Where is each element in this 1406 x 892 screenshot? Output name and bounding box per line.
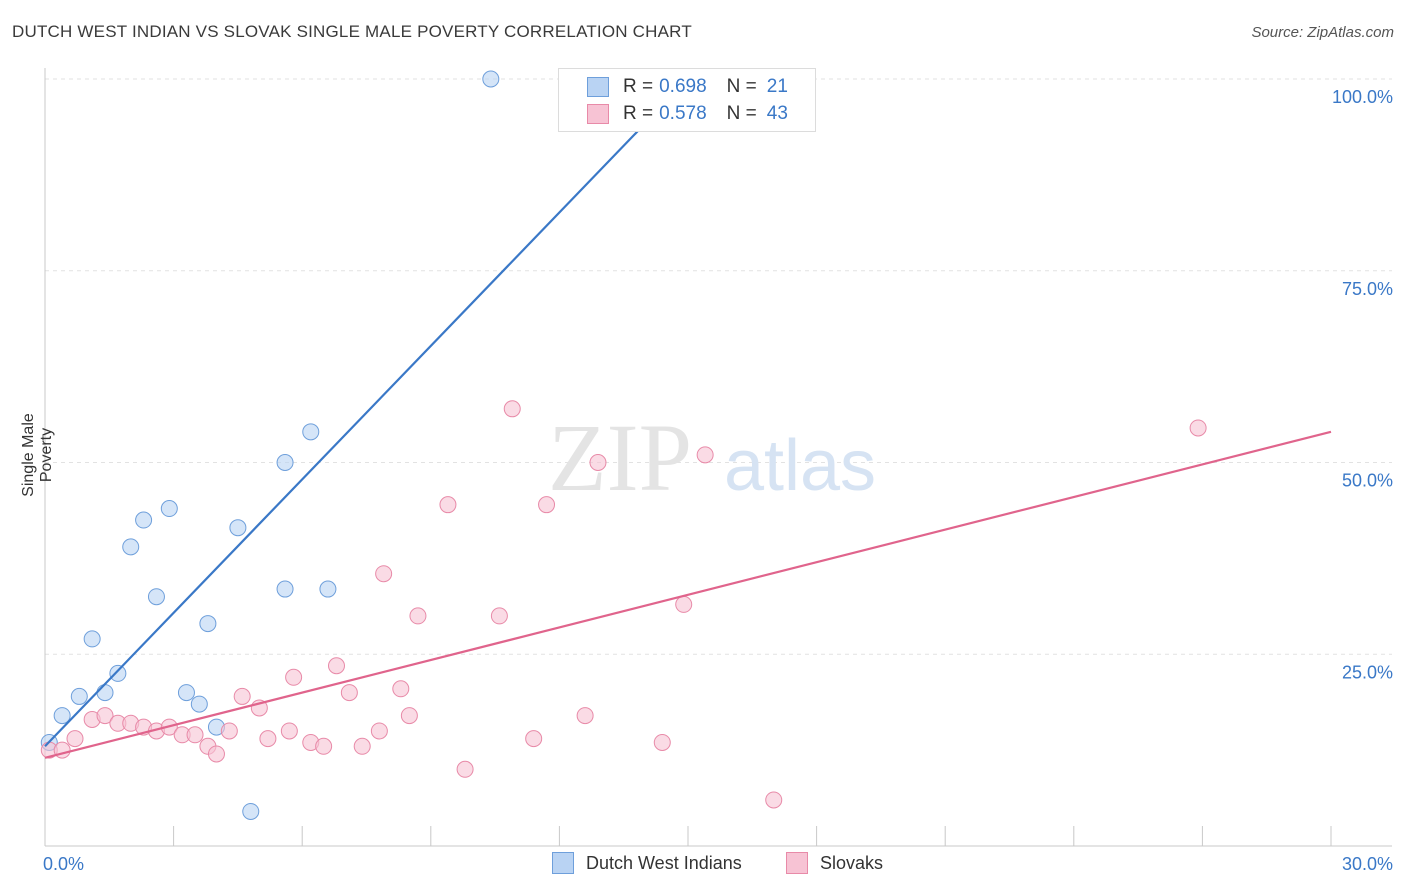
- slovaks-point: [186, 726, 204, 744]
- slovaks-point: [1189, 419, 1207, 437]
- dutch-west-indians-point: [109, 664, 127, 682]
- slovaks-point: [538, 496, 556, 514]
- series-swatch-dutch: [552, 852, 574, 874]
- dutch-west-indians-point: [70, 687, 88, 705]
- slovaks-point: [375, 565, 393, 583]
- legend-swatch-slovak: [587, 104, 609, 124]
- legend-n-label: N =: [726, 103, 757, 124]
- slovaks-point: [66, 730, 84, 748]
- legend-row-dutch: R = 0.698 N = 21: [587, 75, 788, 99]
- y-axis-label: Single Male Poverty: [20, 413, 55, 497]
- y-tick-label: 50.0%: [1342, 471, 1393, 491]
- slovaks-point: [456, 760, 474, 778]
- slovaks-point: [259, 730, 277, 748]
- dutch-west-indians-point: [319, 580, 337, 598]
- dutch-west-indians-point: [122, 538, 140, 556]
- slovaks-point: [207, 745, 225, 763]
- slovaks-point: [400, 707, 418, 725]
- slovaks-point: [233, 687, 251, 705]
- slovaks-trend-line: [44, 430, 1332, 759]
- slovaks-point: [327, 657, 345, 675]
- watermark-zip: ZIP: [548, 404, 692, 511]
- trend-lines: [44, 78, 1332, 759]
- legend-r-value: 0.578: [659, 103, 707, 124]
- legend-n-value: 21: [766, 76, 788, 97]
- slovaks-point: [675, 595, 693, 613]
- slovaks-point: [370, 722, 388, 740]
- legend-n-label: N =: [726, 76, 757, 97]
- tick-labels: 25.0% 50.0% 75.0% 100.0% 0.0% 30.0%: [43, 87, 1393, 874]
- slovaks-point: [392, 680, 410, 698]
- slovaks-point: [353, 737, 371, 755]
- dutch-west-indians-point: [177, 684, 195, 702]
- y-tick-label: 25.0%: [1342, 662, 1393, 682]
- slovaks-point: [220, 722, 238, 740]
- chart-title: DUTCH WEST INDIAN VS SLOVAK SINGLE MALE …: [12, 22, 692, 41]
- x-tick-label: 0.0%: [43, 854, 84, 874]
- slovaks-point: [96, 707, 114, 725]
- dutch-west-indians-point: [276, 580, 294, 598]
- dutch-west-indians-point: [83, 630, 101, 648]
- y-tick-label: 100.0%: [1332, 87, 1393, 107]
- legend-r-label: R =: [623, 76, 654, 97]
- dutch-west-indians-point: [147, 588, 165, 606]
- slovaks-point: [409, 607, 427, 625]
- dutch-west-indians-point: [160, 500, 178, 518]
- slovaks-point: [653, 733, 671, 751]
- legend-row-slovak: R = 0.578 N = 43: [587, 102, 788, 126]
- dutch-west-indians-trend-line: [44, 78, 689, 748]
- dutch-west-indians-point: [135, 511, 153, 529]
- legend-swatch-dutch: [587, 77, 609, 97]
- slovaks-point: [576, 707, 594, 725]
- slovaks-point: [285, 668, 303, 686]
- legend-n-value: 43: [766, 103, 788, 124]
- slovaks-point: [503, 400, 521, 418]
- dutch-west-indians-point: [229, 519, 247, 537]
- watermark: ZIP atlas: [548, 404, 876, 511]
- series-legend-label: Slovaks: [820, 852, 884, 873]
- slovaks-point: [525, 730, 543, 748]
- legend-r-value: 0.698: [659, 76, 707, 97]
- slovaks-point: [340, 684, 358, 702]
- y-tick-label: 75.0%: [1342, 279, 1393, 299]
- dutch-west-indians-point: [199, 615, 217, 633]
- slovaks-point: [315, 737, 333, 755]
- source-label: Source: ZipAtlas.com: [1251, 24, 1394, 41]
- slovaks-point: [696, 446, 714, 464]
- x-tick-label: 30.0%: [1342, 854, 1393, 874]
- dutch-west-indians-point: [96, 684, 114, 702]
- axes: [44, 68, 1392, 847]
- series-legend-dutch[interactable]: Dutch West Indians: [552, 852, 742, 874]
- grid-lines: [45, 78, 1392, 655]
- dutch-west-indians-point: [276, 454, 294, 471]
- dutch-west-indians-point: [302, 423, 320, 441]
- watermark-atlas: atlas: [724, 426, 876, 506]
- series-legend: Dutch West Indians Slovaks: [0, 852, 1406, 876]
- dutch-west-indians-point: [242, 802, 260, 820]
- series-legend-label: Dutch West Indians: [586, 852, 742, 873]
- legend-r-label: R =: [623, 103, 654, 124]
- slovaks-point: [280, 722, 298, 740]
- dutch-west-indians-point: [53, 707, 71, 725]
- slovaks-point: [589, 454, 607, 471]
- series-swatch-slovak: [786, 852, 808, 874]
- correlation-legend: R = 0.698 N = 21 R = 0.578 N = 43: [558, 68, 816, 132]
- series-legend-slovak[interactable]: Slovaks: [786, 852, 883, 874]
- dutch-west-indians-point: [190, 695, 208, 713]
- slovaks-point: [490, 607, 508, 625]
- dutch-west-indians-point: [482, 70, 500, 88]
- slovaks-point: [439, 496, 457, 514]
- slovaks-point: [765, 791, 783, 809]
